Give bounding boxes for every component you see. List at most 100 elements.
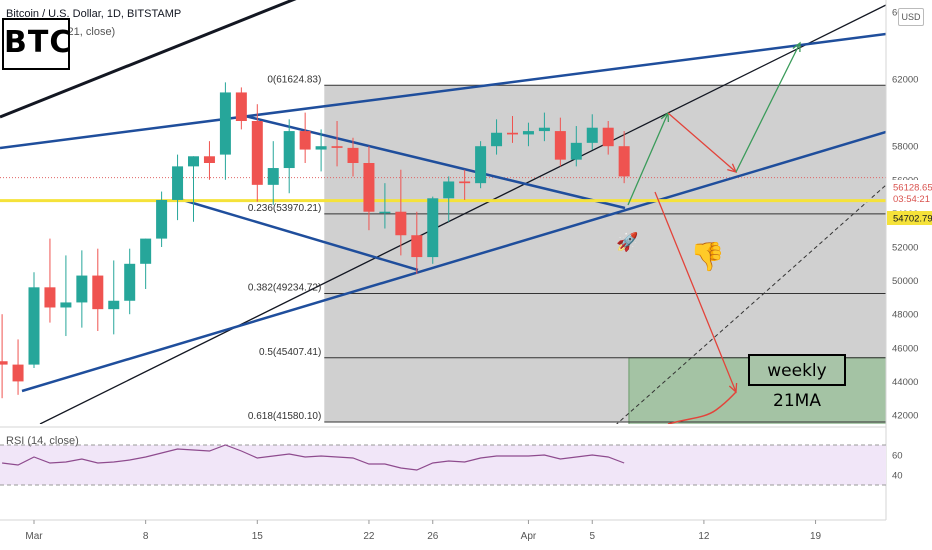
candle-body (618, 146, 630, 177)
price-tick-label: 58000 (892, 142, 918, 153)
candle (459, 169, 471, 200)
candle-body (507, 132, 518, 135)
price-tick-label: 50000 (892, 276, 918, 287)
rsi-title: RSI (14, close) (6, 435, 79, 447)
candle (108, 260, 120, 335)
dashed-trendline (616, 184, 886, 424)
candle (618, 131, 630, 184)
price-tick-label: 62000 (892, 75, 918, 86)
arrow-path (735, 42, 801, 173)
time-tick-label: 5 (589, 531, 595, 542)
time-tick-label: Mar (25, 531, 43, 542)
candle-body (28, 287, 40, 365)
blue-resistance-line (0, 32, 886, 150)
projection-curve (667, 391, 737, 424)
candle (124, 248, 136, 315)
candle-body (411, 235, 423, 258)
candle (251, 104, 263, 202)
projection-arrow-up-2 (735, 41, 801, 173)
rocket-icon: 🚀 (616, 232, 639, 253)
candle (475, 141, 487, 189)
candle (507, 115, 518, 143)
candle-body (203, 156, 215, 163)
fib-level-label: 0.236(53970.21) (248, 203, 321, 214)
channel-line-top (0, 0, 297, 119)
candle (554, 117, 566, 167)
candle-body (427, 198, 439, 258)
time-tick-label: 19 (810, 531, 822, 542)
candle-body (299, 131, 311, 150)
arrow-head (792, 41, 801, 53)
current-price-text: 56128.65 (893, 183, 932, 194)
fib-level-label: 0(61624.83) (267, 74, 321, 85)
candle (283, 119, 295, 194)
candle (379, 183, 391, 229)
candle (92, 248, 104, 331)
candle-body (44, 287, 56, 308)
fib-level-label: 0.5(45407.41) (259, 347, 321, 358)
arrow-path (627, 112, 669, 206)
candle (12, 339, 24, 395)
candle (76, 250, 88, 328)
candle-body (60, 302, 72, 308)
candle-body (475, 146, 487, 184)
candle-body (459, 181, 471, 184)
candle (60, 255, 72, 337)
candle-body (156, 199, 168, 239)
time-tick-label: 8 (143, 531, 149, 542)
time-tick-label: 15 (252, 531, 264, 542)
price-tick-label: 44000 (892, 377, 918, 388)
time-tick-label: 12 (698, 531, 710, 542)
candle (411, 211, 423, 274)
yellow-level-badge (887, 211, 932, 225)
candle-body (219, 92, 231, 155)
candle (156, 191, 168, 247)
candle (299, 112, 311, 163)
weekly-ma-annotation: weekly 21MA (748, 354, 846, 411)
currency-badge[interactable]: USD (898, 8, 924, 26)
candle-body (538, 127, 550, 132)
candle-body (331, 146, 343, 148)
candle (172, 154, 184, 221)
rsi-band (0, 445, 886, 485)
candle (522, 122, 534, 147)
yellow-level-text: 54702.79 (893, 214, 932, 225)
symbol-title: Bitcoin / U.S. Dollar, 1D, BITSTAMP (6, 8, 182, 20)
candle (491, 119, 503, 155)
current-price-badge (887, 180, 932, 204)
time-tick-label: 26 (427, 531, 439, 542)
candle-body (443, 181, 455, 199)
candle (203, 141, 215, 180)
candle (188, 156, 199, 222)
candle (443, 176, 455, 222)
fib-level-label: 0.618(41580.10) (248, 411, 321, 422)
arrow-path (667, 112, 737, 173)
candle-body (251, 121, 263, 185)
candle-body (522, 131, 534, 135)
candle-body (491, 132, 503, 147)
candle (331, 121, 343, 167)
candle-body (140, 238, 152, 264)
candle-body (92, 275, 104, 310)
candle-body (235, 92, 247, 121)
candle-body (315, 146, 327, 150)
fib-level-label: 0.382(49234.72) (248, 282, 321, 293)
candle (315, 129, 327, 172)
candle-body (363, 163, 375, 212)
candle (395, 169, 407, 256)
candle-body (172, 166, 184, 200)
candle (267, 141, 279, 205)
candle-body (347, 147, 359, 163)
price-tick-label: 46000 (892, 343, 918, 354)
time-tick-label: Apr (521, 531, 537, 542)
rsi-tick-label: 40 (892, 471, 903, 482)
candle-body (0, 361, 8, 365)
candle-body (586, 127, 598, 143)
candle (44, 238, 56, 323)
candle (235, 87, 247, 130)
price-tick-label: 42000 (892, 411, 918, 422)
time-tick-label: 22 (363, 531, 375, 542)
candle-body (124, 263, 136, 301)
